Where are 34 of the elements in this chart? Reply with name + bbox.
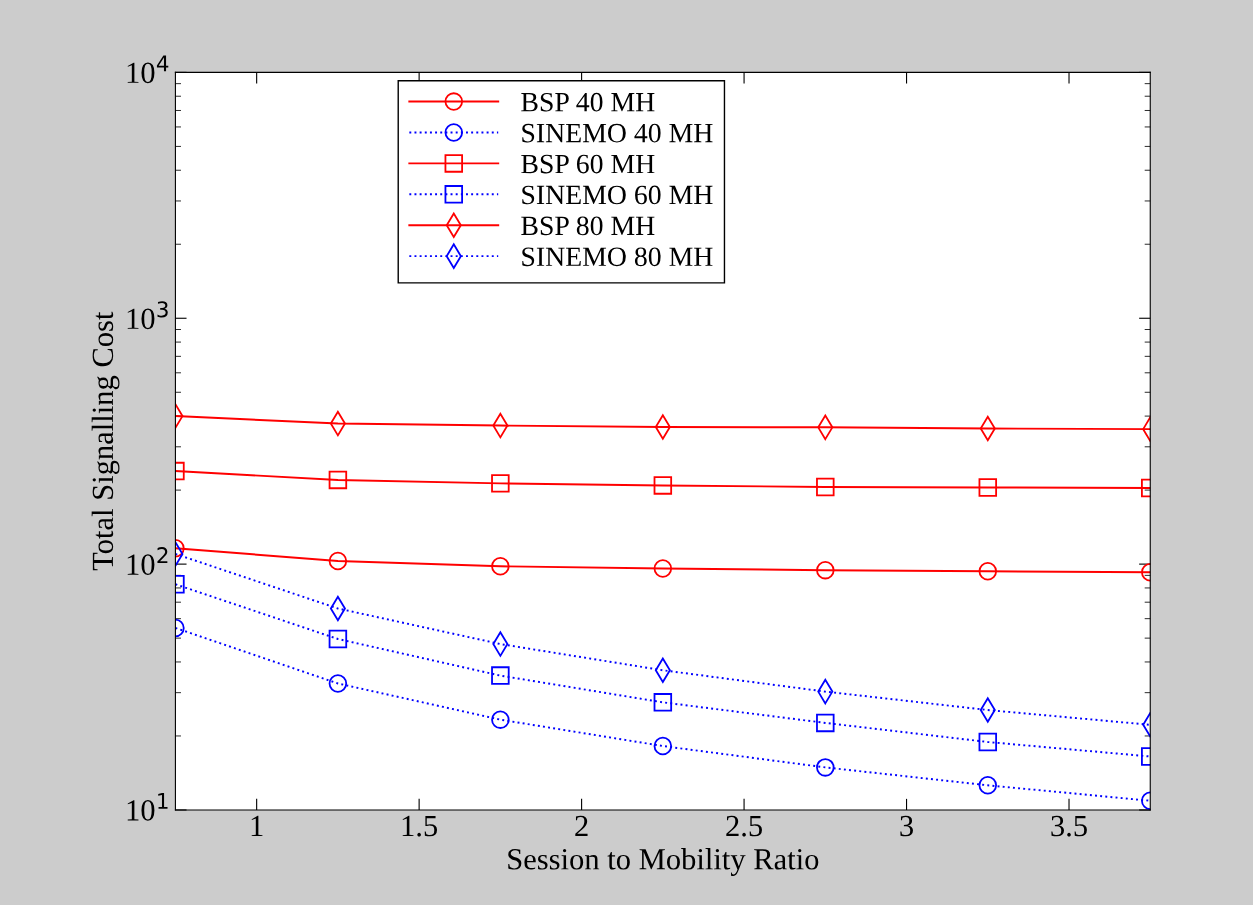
x-tick-label: 1.5 [402, 815, 438, 837]
point [978, 562, 998, 581]
y-tick-label: 10$^{2}$ [127, 547, 168, 575]
point [653, 693, 673, 712]
point [653, 559, 673, 578]
y-tick-label: 10$^{4}$ [127, 55, 169, 84]
x-tick-label: 3 [900, 815, 913, 837]
legend-label: BSP 40 MH [521, 92, 655, 112]
x-tick-label: 3.5 [1051, 815, 1087, 837]
legend-label: SINEMO 40 MH [522, 123, 713, 143]
y-axis-title: Total Signalling Cost [91, 311, 120, 571]
x-axis-title: Session to Mobility Ratio [508, 848, 819, 876]
point [491, 557, 510, 576]
point [491, 710, 510, 729]
point [978, 776, 998, 795]
y-tick-label: 10$^{3}$ [127, 301, 168, 330]
legend-label: BSP 80 MH [521, 216, 655, 236]
point [653, 476, 673, 495]
point [978, 478, 998, 497]
point [816, 758, 835, 777]
point [816, 713, 835, 733]
legend-label: SINEMO 80 MH [522, 247, 713, 267]
x-tick-label: 2.5 [726, 815, 762, 837]
x-tick-label: 1 [251, 815, 263, 837]
point [978, 732, 998, 752]
legend-label: SINEMO 60 MH [522, 185, 713, 205]
y-tick-label: 10$^{1}$ [127, 793, 168, 821]
point [816, 560, 835, 580]
point [491, 666, 510, 685]
point [816, 477, 835, 497]
legend-label: BSP 60 MH [521, 154, 655, 174]
point [653, 736, 673, 756]
point [491, 474, 510, 493]
x-tick-label: 2 [575, 815, 588, 837]
